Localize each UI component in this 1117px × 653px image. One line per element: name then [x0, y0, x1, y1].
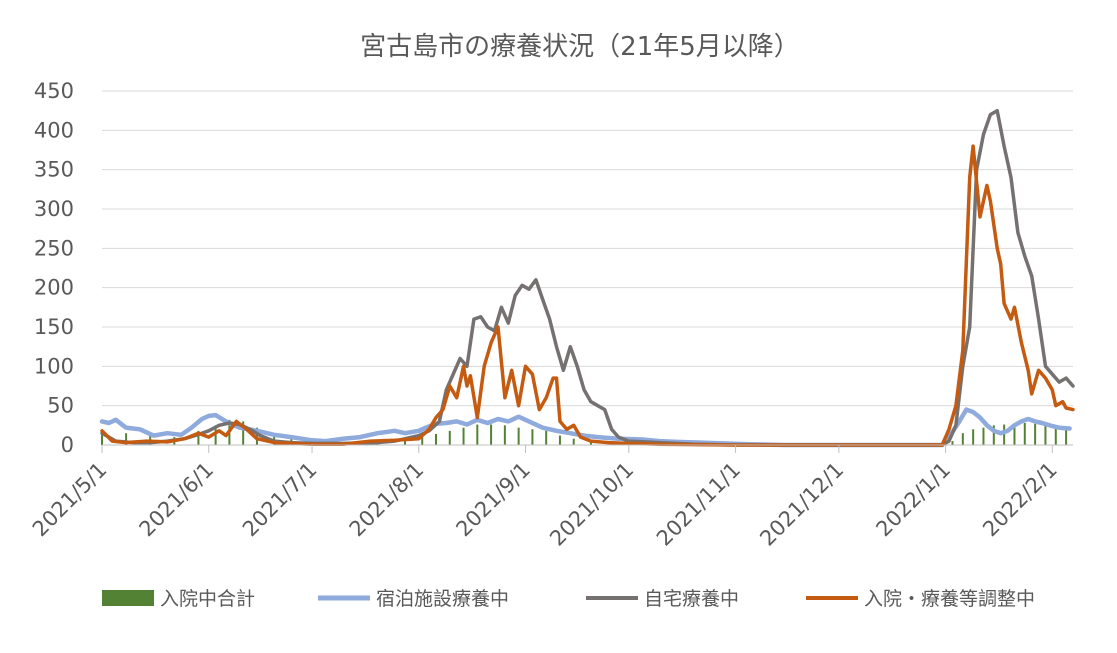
bar — [951, 441, 954, 445]
bar — [255, 427, 258, 445]
bar — [572, 438, 575, 445]
bar — [214, 425, 217, 445]
x-tick-label: 2021/12/1 — [755, 458, 848, 551]
y-tick-label: 100 — [34, 354, 74, 378]
bar — [242, 421, 245, 445]
legend-label: 入院中合計 — [160, 588, 255, 610]
y-tick-label: 450 — [34, 79, 74, 103]
bar — [517, 427, 520, 445]
series-line — [100, 108, 1075, 447]
bar — [490, 424, 493, 445]
bar — [101, 430, 103, 445]
bar — [982, 427, 985, 445]
x-tick-label: 2021/7/1 — [238, 458, 322, 542]
bar — [476, 424, 479, 445]
x-tick-label: 2022/2/1 — [978, 458, 1062, 542]
bar — [589, 441, 592, 445]
bar — [273, 433, 276, 445]
x-tick-label: 2021/6/1 — [135, 458, 219, 542]
y-tick-label: 150 — [34, 315, 74, 339]
bar — [972, 429, 975, 445]
bar — [545, 430, 548, 445]
legend-swatch-bar — [102, 590, 154, 606]
bar — [1054, 426, 1057, 445]
bar — [462, 427, 465, 445]
bar — [558, 435, 561, 445]
bar — [421, 437, 424, 445]
bar — [992, 425, 995, 445]
bar — [1065, 427, 1068, 445]
line-series-layer — [99, 108, 1075, 448]
axes: 0 50 100 150 200 250 300 350 400 450 2021/5/1 2021/… — [28, 79, 1073, 551]
series-line — [100, 144, 1075, 447]
x-tick-label: 2021/10/1 — [545, 458, 638, 551]
legend-label: 宿泊施設療養中 — [376, 588, 509, 610]
x-tick-label: 2021/5/1 — [28, 458, 112, 542]
y-tick-label: 300 — [34, 197, 74, 221]
x-tick-label: 2021/11/1 — [652, 458, 745, 551]
series-line — [99, 407, 1072, 448]
bar — [448, 430, 451, 445]
y-tick-label: 250 — [34, 236, 74, 260]
gridlines — [102, 90, 1073, 407]
bar — [1023, 422, 1026, 445]
bar — [1003, 424, 1006, 445]
chart-title: 宮古島市の療養状況（21年5月以降） — [360, 32, 800, 62]
bar-series-layer — [101, 419, 1068, 445]
bar — [404, 441, 407, 445]
y-tick-label: 0 — [61, 433, 74, 457]
bar — [961, 433, 964, 445]
y-tick-label: 350 — [34, 158, 74, 182]
bar — [434, 433, 437, 445]
x-tick-label: 2022/1/1 — [871, 458, 955, 542]
bar — [503, 425, 506, 445]
legend: 入院中合計 宿泊施設療養中 自宅療養中 入院・療養等調整中 — [102, 588, 1035, 610]
bar — [197, 430, 200, 445]
bar — [1013, 423, 1016, 445]
x-tick-label: 2021/8/1 — [345, 458, 429, 542]
y-tick-label: 200 — [34, 276, 74, 300]
legend-label: 入院・療養等調整中 — [864, 588, 1035, 610]
bar — [1034, 423, 1037, 445]
bar — [531, 429, 534, 445]
bar — [1044, 425, 1047, 445]
y-tick-label: 50 — [47, 394, 74, 418]
legend-label: 自宅療養中 — [644, 588, 739, 610]
bar — [125, 433, 128, 445]
y-tick-label: 400 — [34, 118, 74, 142]
x-tick-label: 2021/9/1 — [451, 458, 535, 542]
